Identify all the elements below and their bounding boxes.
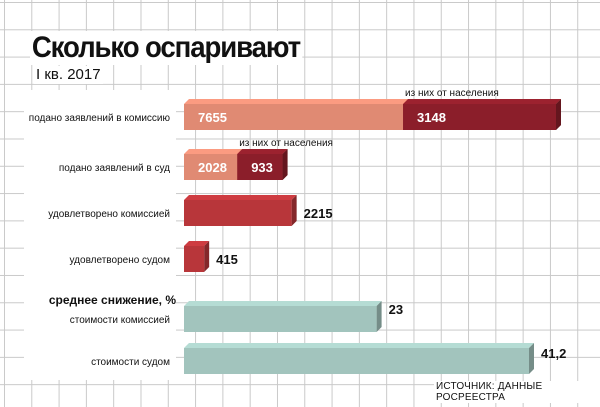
reduction-bar-top: [184, 343, 534, 348]
subset-bar: [237, 154, 283, 180]
category-label: стоимости комиссией: [70, 315, 170, 326]
bar-value-label: 41,2: [541, 346, 566, 361]
bar: [184, 246, 205, 272]
bar-value-label: 2215: [304, 206, 333, 221]
source-note: ИСТОЧНИК: ДАННЫЕ РОСРЕЕСТРА: [434, 381, 600, 403]
chart-subtitle: I кв. 2017: [34, 66, 103, 84]
subset-value-label: 3148: [417, 110, 446, 125]
category-label: удовлетворено судом: [70, 255, 171, 266]
subset-value-label: 933: [251, 160, 273, 175]
reduction-bar-top: [184, 301, 382, 306]
label-panel: [24, 90, 176, 380]
bar-top: [184, 241, 210, 246]
subset-bar-top: [403, 99, 561, 104]
reduction-bar-side: [376, 301, 382, 332]
subset-note-label: из них от населения: [239, 138, 333, 149]
section-label: среднее снижение, %: [49, 293, 177, 307]
bar-value-label: 7655: [198, 110, 227, 125]
bar-value-label: 2028: [198, 160, 227, 175]
chart-title: Сколько оспаривают: [30, 31, 302, 65]
bar-value-label: 23: [389, 302, 403, 317]
category-label: подано заявлений в суд: [59, 163, 170, 174]
subset-bar: [403, 104, 556, 130]
reduction-bar: [184, 348, 529, 374]
reduction-bar-side: [529, 343, 534, 374]
category-label: стоимости судом: [91, 357, 170, 368]
subset-bar-side: [556, 99, 561, 130]
bar-side: [291, 195, 297, 226]
subset-note-label: из них от населения: [405, 88, 499, 99]
subset-bar-side: [282, 149, 288, 180]
bar-side: [204, 241, 210, 272]
bar-top: [184, 195, 297, 200]
bar: [184, 200, 292, 226]
category-label: подано заявлений в комиссию: [29, 113, 171, 124]
bar-value-label: 415: [216, 252, 238, 267]
subset-bar-top: [237, 149, 288, 154]
category-label: удовлетворено комиссией: [48, 209, 170, 220]
reduction-bar: [184, 306, 377, 332]
